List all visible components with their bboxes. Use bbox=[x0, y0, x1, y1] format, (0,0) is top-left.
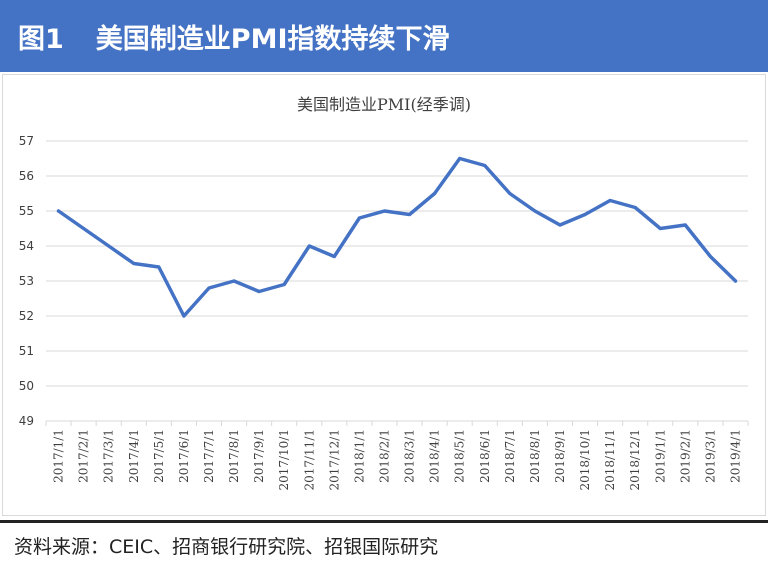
y-tick-label: 56 bbox=[19, 169, 34, 183]
x-tick-label: 2018/3/1 bbox=[403, 429, 417, 483]
data-point bbox=[307, 244, 311, 248]
source-note: 资料来源：CEIC、招商银行研究院、招银国际研究 bbox=[14, 536, 439, 558]
x-tick-label: 2017/9/1 bbox=[252, 429, 266, 483]
y-tick-label: 53 bbox=[19, 274, 34, 288]
x-tick-label: 2017/12/1 bbox=[327, 429, 341, 491]
data-point bbox=[558, 223, 562, 227]
data-point bbox=[683, 223, 687, 227]
chart-title: 美国制造业PMI(经季调) bbox=[297, 95, 471, 114]
y-tick-label: 49 bbox=[19, 414, 34, 428]
data-point bbox=[733, 279, 737, 283]
x-tick-label: 2017/11/1 bbox=[302, 429, 316, 491]
x-tick-label: 2017/6/1 bbox=[177, 429, 191, 483]
y-tick-label: 54 bbox=[19, 239, 34, 253]
data-point bbox=[583, 213, 587, 216]
x-tick-label: 2018/1/1 bbox=[352, 429, 366, 483]
data-point bbox=[708, 255, 712, 258]
data-point bbox=[483, 164, 487, 167]
x-tick-label: 2017/7/1 bbox=[202, 429, 216, 483]
line-chart: 49 50 51 52 53 54 55 56 57 2017/1/1 2017/2/1 2017/3… bbox=[19, 134, 749, 491]
data-point bbox=[357, 216, 361, 220]
x-tick-label: 2017/10/1 bbox=[277, 429, 291, 491]
x-tick-label: 2018/7/1 bbox=[503, 429, 517, 483]
data-point bbox=[533, 209, 537, 213]
x-tick-label: 2017/5/1 bbox=[152, 429, 166, 483]
figure-label: 图1 bbox=[18, 23, 64, 55]
x-tick-label: 2017/8/1 bbox=[227, 429, 241, 483]
x-tick-label: 2019/4/1 bbox=[728, 429, 742, 483]
data-point bbox=[157, 265, 161, 269]
x-tick-label: 2017/2/1 bbox=[77, 429, 91, 483]
x-tick-label: 2018/11/1 bbox=[603, 429, 617, 491]
data-point bbox=[257, 290, 261, 293]
data-point bbox=[207, 286, 211, 290]
data-point bbox=[408, 213, 412, 216]
y-tick-label: 55 bbox=[19, 204, 34, 218]
x-tick-label: 2018/9/1 bbox=[553, 429, 567, 483]
data-point bbox=[132, 262, 136, 265]
x-tick-label: 2019/2/1 bbox=[678, 429, 692, 483]
data-point bbox=[182, 314, 186, 318]
data-point bbox=[658, 227, 662, 230]
y-tick-label: 52 bbox=[19, 309, 34, 323]
y-tick-label: 50 bbox=[19, 379, 34, 393]
x-tick-label: 2017/1/1 bbox=[52, 429, 66, 483]
x-tick-label: 2018/4/1 bbox=[428, 429, 442, 483]
data-point bbox=[232, 279, 236, 283]
x-tick-label: 2017/3/1 bbox=[102, 429, 116, 483]
data-point bbox=[508, 192, 512, 195]
x-tick-label: 2018/2/1 bbox=[377, 429, 391, 483]
y-tick-label: 51 bbox=[19, 344, 34, 358]
data-point bbox=[433, 192, 437, 195]
x-tick-label: 2018/12/1 bbox=[628, 429, 642, 491]
data-point bbox=[382, 209, 386, 213]
data-point bbox=[107, 244, 111, 248]
footer-divider bbox=[0, 520, 768, 523]
series-line bbox=[56, 156, 738, 318]
data-point bbox=[608, 199, 612, 202]
data-point bbox=[332, 255, 336, 258]
x-tick-label: 2018/6/1 bbox=[478, 429, 492, 483]
x-tick-label: 2018/8/1 bbox=[528, 429, 542, 483]
data-point bbox=[57, 209, 61, 213]
x-tick-label: 2019/1/1 bbox=[653, 429, 667, 483]
x-tick-label: 2018/10/1 bbox=[578, 429, 592, 491]
data-point bbox=[82, 227, 86, 230]
figure-title: 美国制造业PMI指数持续下滑 bbox=[95, 23, 450, 55]
x-tick-label: 2018/5/1 bbox=[453, 429, 467, 483]
data-point bbox=[633, 206, 637, 209]
chart-area: 美国制造业PMI(经季调) 49 50 51 52 53 54 55 56 57 2017/1/1… bbox=[2, 74, 766, 516]
y-tick-label: 57 bbox=[19, 134, 34, 148]
figure-header: 图1 美国制造业PMI指数持续下滑 bbox=[0, 0, 768, 72]
data-point bbox=[282, 283, 286, 286]
data-point bbox=[458, 157, 462, 160]
x-tick-label: 2017/4/1 bbox=[127, 429, 141, 483]
x-tick-label: 2019/3/1 bbox=[703, 429, 717, 483]
